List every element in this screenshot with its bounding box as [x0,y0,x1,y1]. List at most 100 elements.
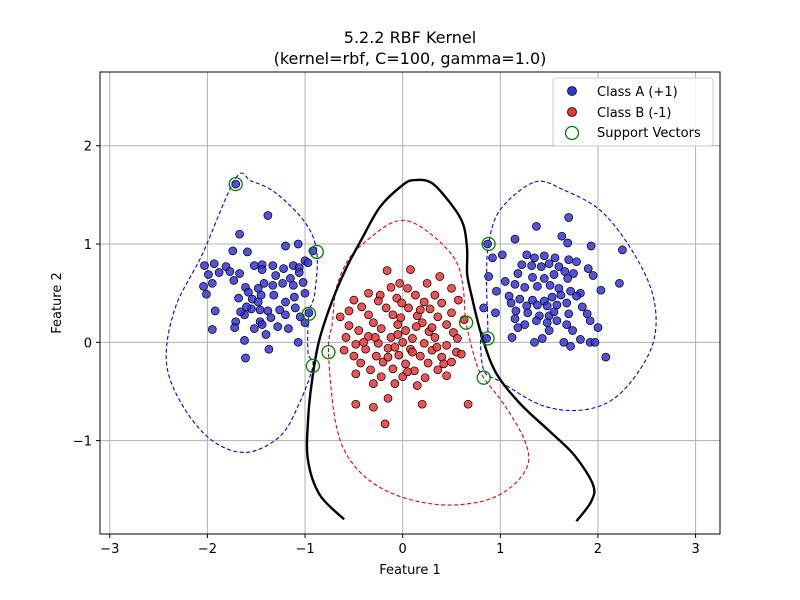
title-line-1: 5.2.2 RBF Kernel [344,28,476,47]
class-b-point [419,297,429,307]
y-axis-label: Feature 2 [50,272,65,334]
class-b-point [432,342,442,352]
class-a-point [586,241,596,251]
class-b-point [396,313,406,323]
class-a-point [510,314,520,324]
class-b-point [412,381,422,390]
class-a-point [497,250,507,260]
class-a-point [549,307,559,317]
y-tick-label: −1 [73,435,92,450]
class-a-point [520,282,530,292]
class-b-point [335,312,345,322]
class-a-point [281,241,290,251]
y-axis-ticks: −1 0 1 2 [73,140,100,450]
class-a-point [544,326,554,335]
class-a-point [530,337,539,347]
class-a-point [510,279,520,289]
class-b-point [401,326,410,335]
class-a-point [590,337,600,347]
class-b-point [398,337,408,347]
class-a-point [615,278,624,288]
class-a-point [241,353,250,363]
class-b-point [349,351,359,361]
class-b-point [433,365,443,375]
x-axis-ticks: −3 −2 −1 0 1 2 3 [100,534,700,557]
class-a-point [231,179,241,189]
class-b-point [435,272,445,281]
class-b-point [425,304,435,314]
class-a-point [290,303,300,313]
margin-contours [165,172,657,506]
class-b-point [351,399,361,409]
margin-contour-positive [165,172,318,453]
class-a-point [275,305,285,315]
class-b-point [376,324,386,333]
legend: Class A (+1) Class B (-1) Support Vector… [552,77,714,147]
x-tick-label: 3 [691,542,699,557]
y-tick-label: 1 [84,238,92,253]
chart-title: 5.2.2 RBF Kernel (kernel=rbf, C=100, gam… [274,28,547,68]
class-a-point [569,269,578,278]
class-b-point [442,320,451,329]
class-b-point [394,350,404,360]
class-a-point [511,306,521,316]
class-b-point [463,399,473,409]
class-a-point [588,271,598,280]
class-b-point [403,283,412,293]
class-b-point [408,347,417,357]
legend-marker-class-b [567,107,577,117]
class-a-point [563,238,573,248]
x-tick-label: 1 [496,542,504,557]
class-b-point [447,357,456,367]
class-b-point [383,352,393,362]
class-a-point [576,335,585,344]
class-a-point [563,274,573,283]
legend-label-support: Support Vectors [597,126,701,141]
class-b-point [388,310,398,320]
support-vector-marker [228,176,243,192]
legend-marker-class-a [567,86,577,96]
class-b-point [403,367,412,377]
y-tick-label: 2 [84,140,92,155]
support-vector-marker [305,358,321,374]
class-a-point [264,344,274,354]
class-b-point [388,364,398,374]
class-a-point [596,285,606,295]
class-b-point [382,266,392,275]
class-b-point [442,371,451,381]
class-b-point [453,334,462,343]
class-b-point [430,290,440,300]
class-a-point [528,273,537,282]
class-a-point [564,309,574,319]
class-b-point [395,278,405,288]
class-a-point [572,291,581,301]
class-b-point [397,298,407,308]
class-b-point [380,419,390,429]
class-a-point [566,341,575,351]
class-a-point [513,269,523,278]
x-tick-label: −3 [100,542,119,557]
class-b-point [341,333,351,342]
class-a-point [556,290,566,300]
class-a-point [288,280,298,290]
support-vector-marker [476,370,491,385]
class-a-point [515,294,525,304]
class-a-point [544,259,554,269]
class-a-point [273,322,283,331]
class-a-point [593,323,603,332]
class-a-point [513,323,523,332]
data-points [199,179,627,429]
class-b-point [369,318,378,328]
class-b-point [433,312,443,322]
class-a-point [207,278,217,288]
decision-boundary [305,178,596,522]
class-a-point [564,213,574,222]
class-b-point [383,393,393,403]
class-a-point [289,292,299,302]
class-a-point [244,287,253,297]
class-a-point [500,277,510,286]
class-a-point [293,239,303,249]
class-b-point [415,305,425,315]
class-a-point [564,255,574,265]
class-b-point [393,330,403,339]
